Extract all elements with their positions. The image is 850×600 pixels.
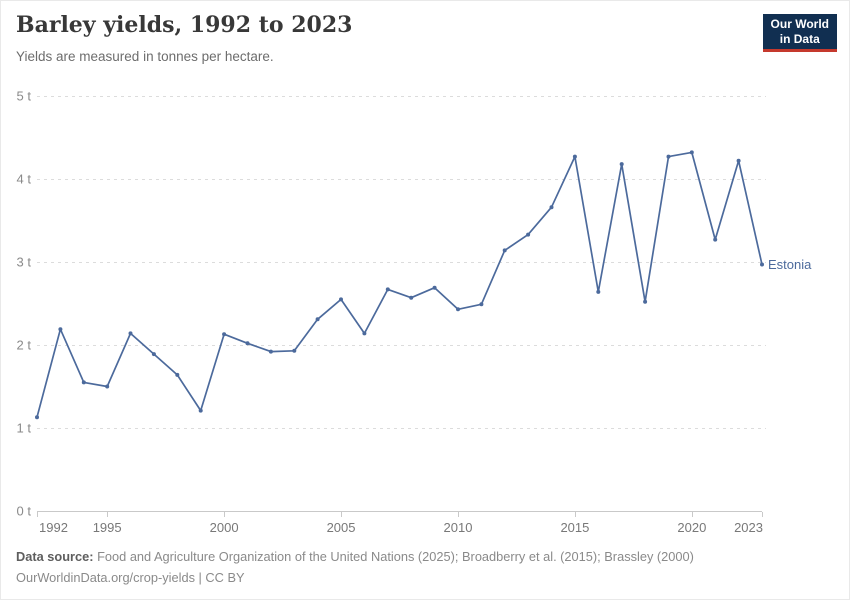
data-point [105, 384, 110, 389]
data-point [572, 154, 577, 159]
data-point [362, 331, 367, 336]
data-point [619, 162, 624, 167]
x-axis-label: 2020 [677, 520, 706, 535]
data-point [245, 341, 250, 346]
data-point [35, 415, 39, 420]
data-point [456, 307, 460, 312]
data-point [151, 352, 156, 357]
data-point [128, 331, 133, 336]
data-point [643, 299, 648, 304]
data-point [268, 349, 273, 354]
x-axis-label: 2023 [734, 520, 763, 535]
data-point [292, 348, 297, 353]
data-point [81, 380, 86, 385]
owid-logo-line2: in Data [779, 32, 820, 46]
x-axis-label: 2015 [560, 520, 589, 535]
data-point [689, 150, 694, 155]
data-source-text: Food and Agriculture Organization of the… [97, 549, 694, 564]
data-point [409, 295, 414, 300]
data-point [339, 297, 343, 302]
license-line: OurWorldinData.org/crop-yields | CC BY [16, 570, 245, 585]
chart-subtitle: Yields are measured in tonnes per hectar… [16, 49, 274, 64]
data-point [432, 285, 437, 290]
data-source-label: Data source: [16, 549, 94, 564]
data-point [713, 237, 718, 242]
page-title: Barley yields, 1992 to 2023 [16, 12, 353, 38]
data-point [549, 205, 554, 210]
owid-logo: Our World in Data [762, 14, 837, 52]
data-point [502, 248, 507, 253]
data-point [479, 302, 484, 307]
data-point [526, 232, 531, 237]
data-point [596, 289, 601, 294]
x-axis-label: 2000 [210, 520, 239, 535]
data-point [222, 332, 227, 337]
data-point [198, 408, 203, 413]
x-axis-label: 2005 [327, 520, 356, 535]
data-point [760, 262, 764, 267]
data-point [175, 372, 180, 377]
y-axis-label: 3 t [17, 255, 32, 270]
y-axis-label: 5 t [17, 89, 32, 104]
series-points-estonia[interactable] [35, 150, 764, 420]
x-axis-label: 2010 [444, 520, 473, 535]
data-point [315, 317, 320, 322]
footer: Data source: Food and Agriculture Organi… [16, 546, 834, 588]
y-axis-label: 2 t [17, 338, 32, 353]
entity-label-estonia[interactable]: Estonia [768, 257, 812, 272]
y-axis-label: 1 t [17, 421, 32, 436]
series-line-estonia[interactable] [36, 151, 763, 419]
x-axis-label: 1992 [39, 520, 68, 535]
data-point [385, 287, 390, 292]
data-source-line: Data source: Food and Agriculture Organi… [16, 546, 834, 567]
y-axis-label: 0 t [17, 504, 32, 519]
data-point [736, 158, 741, 163]
data-point [666, 154, 671, 159]
owid-logo-line1: Our World [770, 17, 829, 31]
data-point [58, 327, 63, 332]
x-axis-label: 1995 [93, 520, 122, 535]
y-axis-label: 4 t [17, 172, 32, 187]
